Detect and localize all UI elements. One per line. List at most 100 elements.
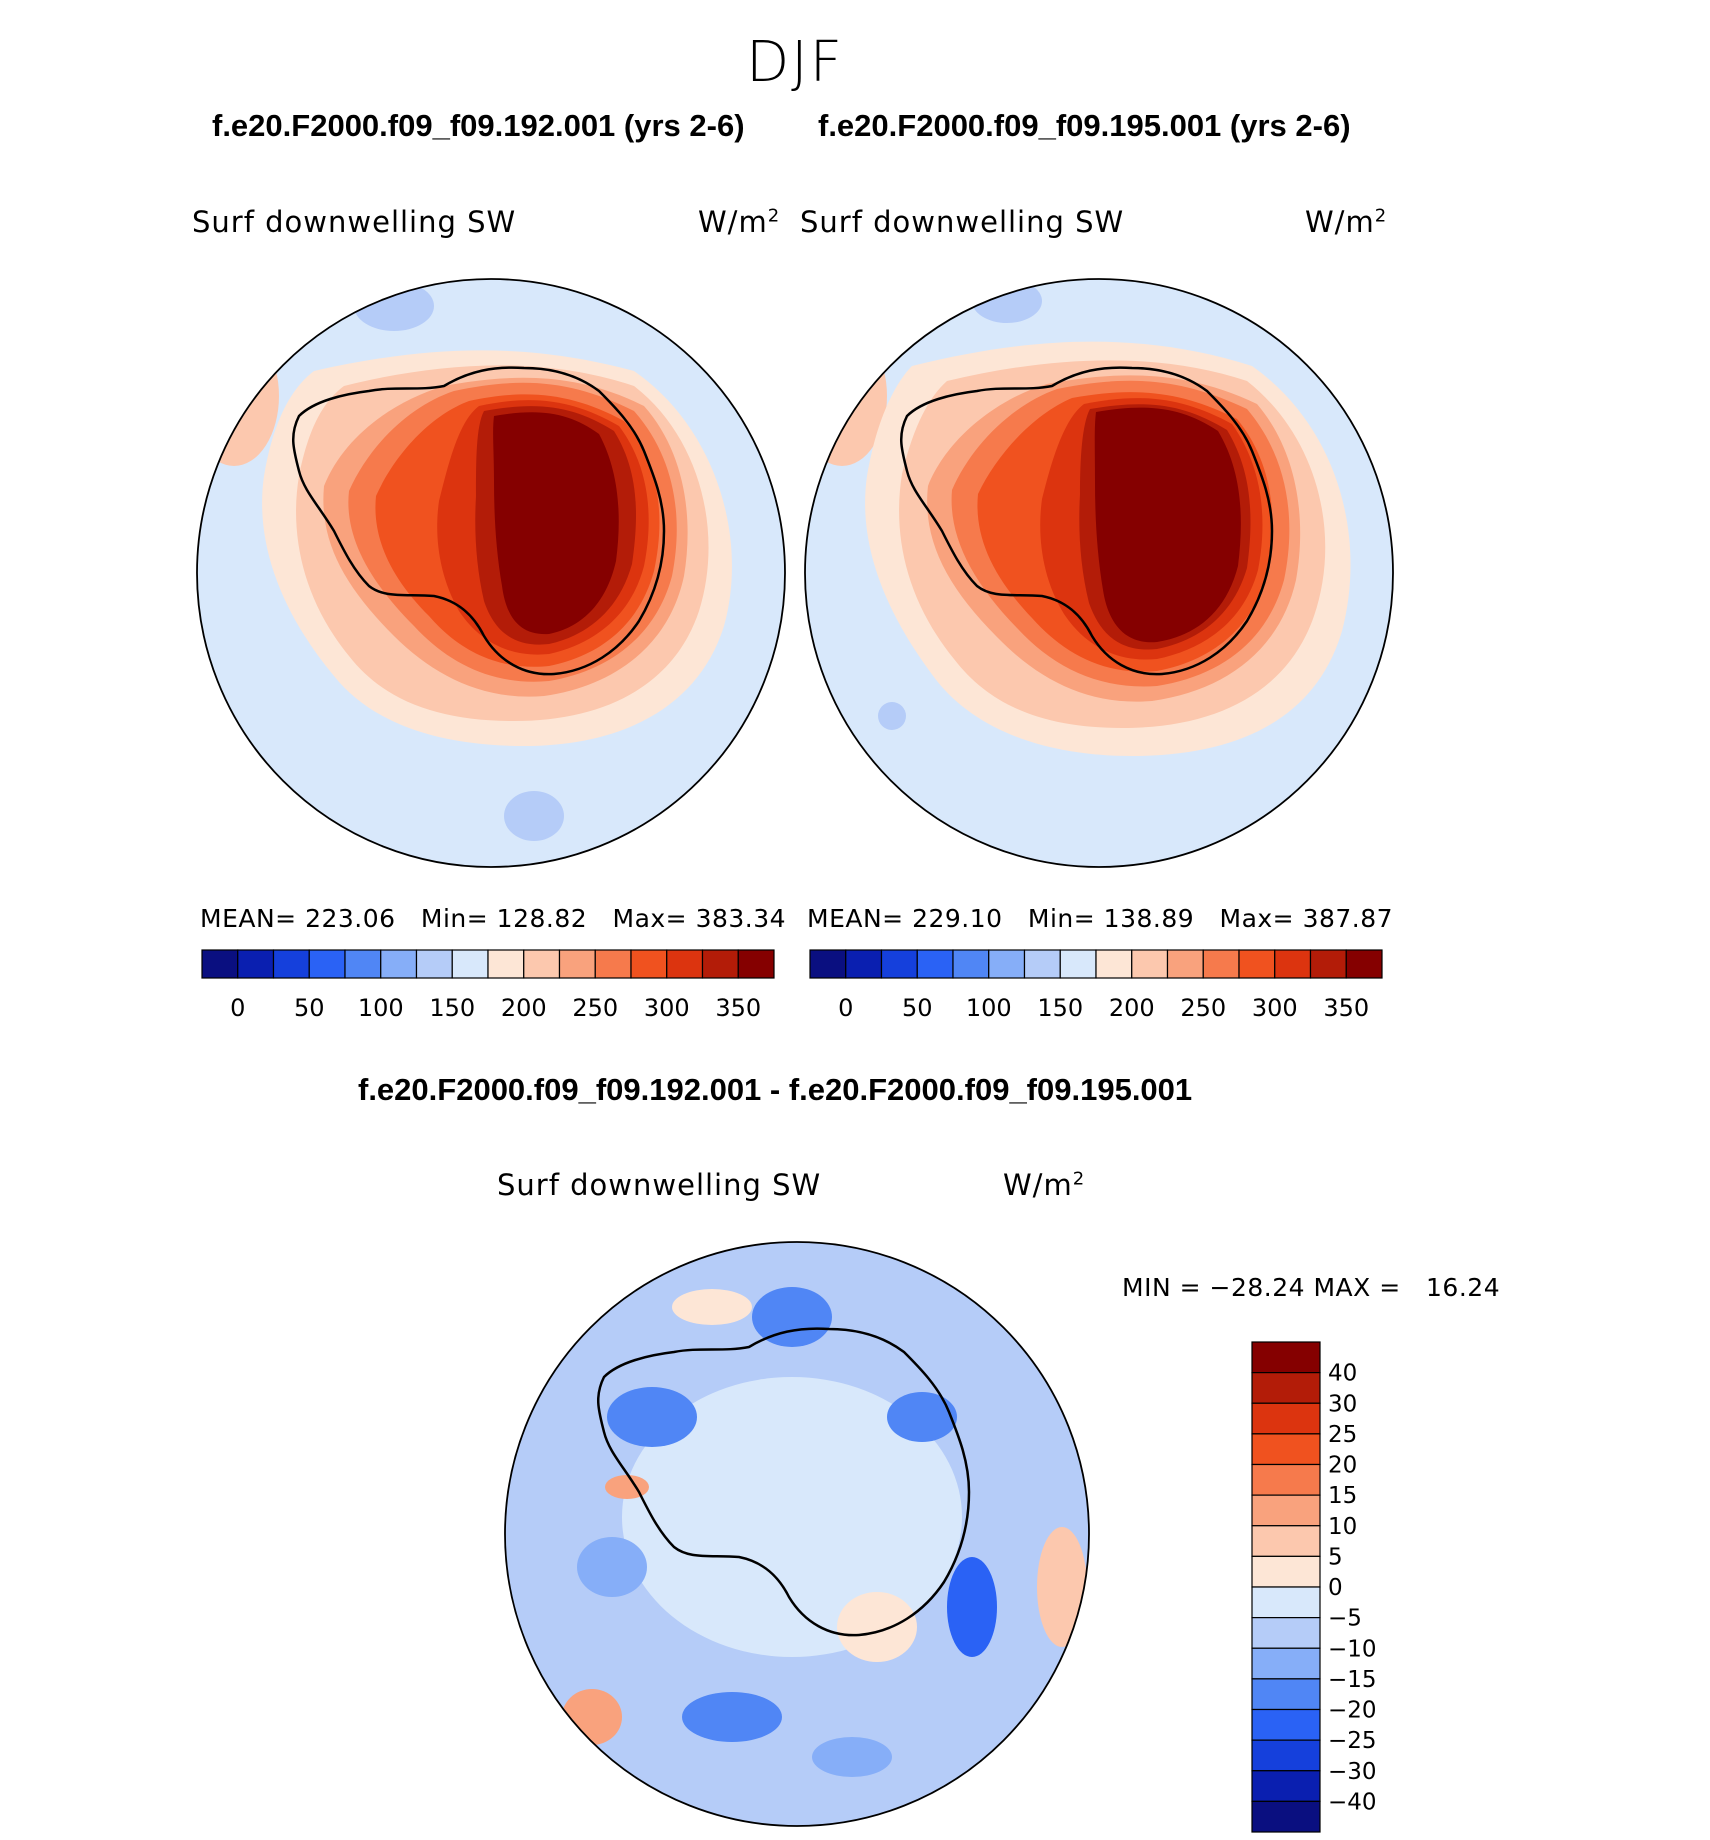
colorbar-box [558, 949, 596, 979]
negative-patch [887, 1392, 957, 1442]
positive-patch [562, 1689, 622, 1745]
low-value-patch [878, 702, 906, 730]
map-boundary [196, 278, 786, 868]
max-value: 383.34 [695, 904, 787, 933]
low-value-patch [504, 791, 564, 841]
colorbar-box [1238, 949, 1276, 979]
colorbar-box [201, 949, 239, 979]
colorbar-tick-label: 200 [1109, 994, 1155, 1022]
negative-patch [752, 1287, 832, 1347]
colorbar-tick-label: 30 [1328, 1391, 1357, 1417]
min-value: 128.82 [496, 904, 588, 933]
mean-value: 229.10 [912, 904, 1003, 933]
colorbar-box [1251, 1494, 1321, 1527]
colorbar-tick-label: 150 [1037, 994, 1083, 1022]
colorbar-tick-label: 300 [644, 994, 690, 1022]
difference-title: f.e20.F2000.f09_f09.192.001 - f.e20.F200… [358, 1072, 1193, 1107]
colorbar-tick-label: 100 [966, 994, 1012, 1022]
colorbar-tick-label: 200 [501, 994, 547, 1022]
colorbar-box [523, 949, 561, 979]
case-title-right: f.e20.F2000.f09_f09.195.001 (yrs 2-6) [818, 108, 1351, 143]
min-label: MIN = [1122, 1273, 1202, 1302]
max-label: MAX = [1313, 1273, 1401, 1302]
colorbar-box [237, 949, 275, 979]
coastline [292, 366, 666, 676]
colorbar-box [630, 949, 668, 979]
colorbar-box [272, 949, 310, 979]
negative-patch [947, 1557, 997, 1657]
min-value: 138.89 [1103, 904, 1195, 933]
colorbar-box [1345, 949, 1383, 979]
colorbar-box [1251, 1678, 1321, 1711]
colorbar-box [1251, 1525, 1321, 1557]
colorbar-box [988, 949, 1026, 979]
colorbar-tick-label: −30 [1328, 1759, 1377, 1785]
colorbar-box [380, 949, 418, 979]
colorbar-box [487, 949, 525, 979]
colorbar-box [1251, 1800, 1321, 1833]
polar-map-difference [504, 1241, 1090, 1827]
colorbar-box [308, 949, 346, 979]
colorbar-tick-label: 100 [358, 994, 404, 1022]
colorbar-box [1131, 949, 1169, 979]
colorbar-tick-label: −10 [1328, 1636, 1377, 1662]
colorbar-box [1251, 1708, 1321, 1741]
colorbar-box [415, 949, 453, 979]
colorbar-tick-label: 350 [1323, 994, 1369, 1022]
variable-label-left: Surf downwelling SW [192, 205, 517, 239]
negative-patch [607, 1387, 697, 1447]
coastline [597, 1327, 971, 1637]
colorbar-tick-label: 40 [1328, 1361, 1357, 1387]
stats-left: MEAN= 223.06 Min= 128.82 Max= 383.34 [200, 904, 786, 933]
colorbar-box [1251, 1586, 1321, 1619]
negative-patch [812, 1737, 892, 1777]
units-label-diff: W/m2 [1003, 1168, 1086, 1202]
colorbar-box [1251, 1647, 1321, 1680]
map-boundary [804, 278, 1394, 868]
colorbar-tick-label: 25 [1328, 1422, 1357, 1448]
max-value: 387.87 [1302, 904, 1394, 933]
case-title-left: f.e20.F2000.f09_f09.192.001 (yrs 2-6) [212, 108, 745, 143]
colorbar-box [845, 949, 883, 979]
colorbar-box [594, 949, 632, 979]
diff-minmax: MIN = −28.24 MAX = 16.24 [1122, 1273, 1500, 1302]
map-boundary [504, 1241, 1090, 1827]
max-label: Max= [1219, 904, 1295, 933]
colorbar-box [1309, 949, 1347, 979]
colorbar-box [701, 949, 739, 979]
colorbar-box [1251, 1739, 1321, 1772]
positive-patch [1037, 1527, 1087, 1647]
colorbar-box [451, 949, 489, 979]
colorbar-tick-label: −40 [1328, 1789, 1377, 1815]
colorbar-tick-label: 0 [230, 994, 245, 1022]
units-label-right: W/m2 [1305, 205, 1388, 239]
colorbar-box [952, 949, 990, 979]
colorbar-box [1251, 1463, 1321, 1496]
near-zero-region [682, 1437, 922, 1637]
colorbar-tick-label: 0 [838, 994, 853, 1022]
units-label-left: W/m2 [698, 205, 781, 239]
colorbar-tick-label: 5 [1328, 1544, 1343, 1570]
colorbar-tick-label: 300 [1252, 994, 1298, 1022]
colorbar-box [666, 949, 704, 979]
colorbar-tick-label: −20 [1328, 1698, 1377, 1724]
colorbar-box [916, 949, 954, 979]
colorbar-tick-label: 250 [1180, 994, 1226, 1022]
colorbar-tick-label: 0 [1328, 1575, 1343, 1601]
variable-label-diff: Surf downwelling SW [497, 1168, 822, 1202]
negative-patch [577, 1537, 647, 1597]
colorbar-tick-label: 50 [902, 994, 933, 1022]
positive-patch [837, 1592, 917, 1662]
min-label: Min= [1027, 904, 1096, 933]
colorbar-tick-label: −25 [1328, 1728, 1377, 1754]
mean-label: MEAN= [807, 904, 904, 933]
colorbar-right: 0 50 100 150 200 250 300 350 [809, 949, 1383, 1022]
colorbar-box [737, 949, 775, 979]
colorbar-box [880, 949, 918, 979]
colorbar-tick-label: 250 [572, 994, 618, 1022]
colorbar-box [1166, 949, 1204, 979]
colorbar-box [1059, 949, 1097, 979]
polar-map-right [804, 278, 1394, 868]
colorbar-left: 0 50 100 150 200 250 300 350 [201, 949, 775, 1022]
contour-core [493, 412, 619, 635]
